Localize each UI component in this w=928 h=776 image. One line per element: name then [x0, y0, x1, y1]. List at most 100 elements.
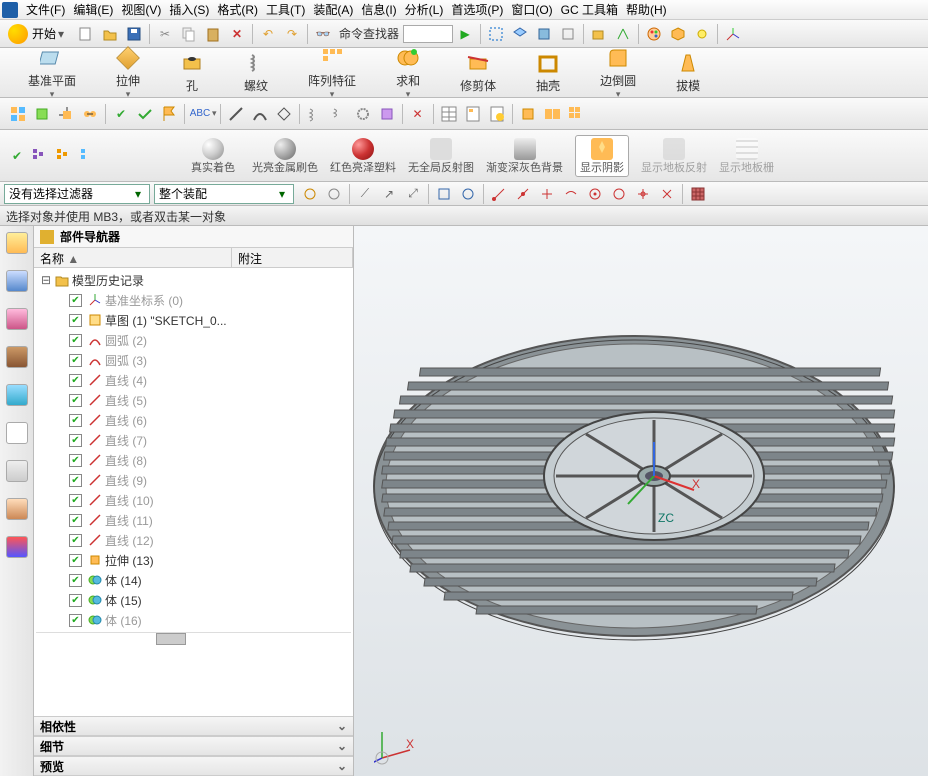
side-tab-8[interactable]	[6, 498, 28, 520]
menu-window[interactable]: 窗口(O)	[507, 0, 556, 20]
checkbox[interactable]: ✔	[69, 614, 82, 627]
component-button[interactable]	[31, 103, 53, 125]
checkbox[interactable]: ✔	[69, 294, 82, 307]
material-button[interactable]	[667, 23, 689, 45]
col-name[interactable]: 名称 ▲	[34, 248, 232, 267]
checkbox[interactable]: ✔	[69, 554, 82, 567]
checkbox[interactable]: ✔	[69, 534, 82, 547]
palette-button[interactable]	[643, 23, 665, 45]
binoculars-icon[interactable]: 👓	[312, 23, 334, 45]
snap-rect-button[interactable]	[433, 183, 455, 205]
filter-combo[interactable]: 没有选择过滤器▾	[4, 184, 150, 204]
check-icon[interactable]: ✔	[7, 145, 27, 167]
tree-item[interactable]: ✔直线 (11)	[36, 510, 351, 530]
assembly-button[interactable]	[7, 103, 29, 125]
menu-analysis[interactable]: 分析(L)	[401, 0, 448, 20]
tree-item[interactable]: ✔拉伸 (13)	[36, 550, 351, 570]
menu-format[interactable]: 格式(R)	[213, 0, 262, 20]
section-details[interactable]: 细节⌄	[34, 736, 353, 756]
view-orient-button[interactable]	[509, 23, 531, 45]
tree-root[interactable]: ⊟ 模型历史记录	[36, 270, 351, 290]
menu-tools[interactable]: 工具(T)	[262, 0, 309, 20]
spring-button[interactable]	[304, 103, 326, 125]
sketch-tool-3[interactable]	[273, 103, 295, 125]
wireframe-button[interactable]	[557, 23, 579, 45]
checkbox[interactable]: ✔	[69, 434, 82, 447]
checkbox[interactable]: ✔	[69, 314, 82, 327]
grid-button[interactable]	[687, 183, 709, 205]
checkbox[interactable]: ✔	[69, 574, 82, 587]
render-style-button[interactable]	[533, 23, 555, 45]
tree-item[interactable]: ✔直线 (4)	[36, 370, 351, 390]
menu-gc[interactable]: GC 工具箱	[557, 0, 622, 20]
filter-tool-3[interactable]: ⟋	[354, 183, 376, 205]
tree-icon-3[interactable]	[77, 145, 99, 167]
datum-plane-button[interactable]: 基准平面▾	[28, 46, 76, 100]
checkbox[interactable]: ✔	[69, 394, 82, 407]
body-button-3[interactable]	[565, 103, 587, 125]
checkbox[interactable]: ✔	[69, 474, 82, 487]
side-tab-5[interactable]	[6, 384, 28, 406]
pin-icon[interactable]	[40, 230, 54, 244]
spring-button-2[interactable]	[328, 103, 350, 125]
tree-item[interactable]: ✔直线 (8)	[36, 450, 351, 470]
draft-button[interactable]: 拔模	[676, 51, 700, 94]
shape-button[interactable]	[376, 103, 398, 125]
tree-item[interactable]: ✔圆弧 (3)	[36, 350, 351, 370]
side-tab-3[interactable]	[6, 308, 28, 330]
snap-near-button[interactable]	[656, 183, 678, 205]
snap-tangent-button[interactable]	[608, 183, 630, 205]
report-button-2[interactable]	[486, 103, 508, 125]
move-component-button[interactable]	[55, 103, 77, 125]
open-button[interactable]	[99, 23, 121, 45]
no-reflection-button[interactable]: 无全局反射图	[408, 138, 474, 174]
unite-button[interactable]: 求和▾	[396, 46, 420, 100]
checkbox[interactable]: ✔	[69, 334, 82, 347]
floor-reflection-button[interactable]: 显示地板反射	[641, 138, 707, 174]
floor-grid-button[interactable]: 显示地板栅	[719, 138, 774, 174]
menu-assembly[interactable]: 装配(A)	[309, 0, 357, 20]
delete-feature-button[interactable]: ✕	[407, 103, 429, 125]
check-button-2[interactable]	[134, 103, 156, 125]
tree-item[interactable]: ✔基准坐标系 (0)	[36, 290, 351, 310]
menu-info[interactable]: 信息(I)	[357, 0, 400, 20]
layer-button[interactable]	[588, 23, 610, 45]
snap-circle-button[interactable]	[457, 183, 479, 205]
side-tab-7[interactable]	[6, 460, 28, 482]
abc-button[interactable]: ABC	[189, 103, 211, 125]
snap-end-button[interactable]	[488, 183, 510, 205]
trim-button[interactable]: 修剪体	[460, 51, 496, 94]
tree-icon-1[interactable]	[29, 145, 51, 167]
filter-tool-4[interactable]: ↗	[378, 183, 400, 205]
side-tab-6[interactable]	[6, 422, 28, 444]
menu-edit[interactable]: 编辑(E)	[69, 0, 117, 20]
checkbox[interactable]: ✔	[69, 354, 82, 367]
snap-quad-button[interactable]	[584, 183, 606, 205]
side-tab-2[interactable]	[6, 270, 28, 292]
filter-tool-1[interactable]	[299, 183, 321, 205]
paste-button[interactable]	[202, 23, 224, 45]
body-button-1[interactable]	[517, 103, 539, 125]
tree-item[interactable]: ✔直线 (10)	[36, 490, 351, 510]
tree-item[interactable]: ✔直线 (12)	[36, 530, 351, 550]
show-shadow-button[interactable]: 显示阴影	[575, 135, 629, 177]
pattern-button[interactable]: 阵列特征▾	[308, 46, 356, 100]
side-tab-4[interactable]	[6, 346, 28, 368]
side-tab-9[interactable]	[6, 536, 28, 558]
menu-insert[interactable]: 插入(S)	[165, 0, 213, 20]
body-button-2[interactable]	[541, 103, 563, 125]
check-green-button[interactable]: ✔	[110, 103, 132, 125]
flag-button[interactable]	[158, 103, 180, 125]
col-note[interactable]: 附注	[232, 248, 353, 267]
snap-mid-button[interactable]	[512, 183, 534, 205]
h-scrollbar-thumb[interactable]	[156, 633, 186, 645]
save-button[interactable]	[123, 23, 145, 45]
menu-help[interactable]: 帮助(H)	[622, 0, 671, 20]
menu-view[interactable]: 视图(V)	[117, 0, 165, 20]
tree-item[interactable]: ✔圆弧 (2)	[36, 330, 351, 350]
collapse-icon[interactable]: ⊟	[40, 273, 52, 287]
edge-blend-button[interactable]: 边倒圆▾	[600, 46, 636, 100]
tree-icon-2[interactable]	[53, 145, 75, 167]
tree-item[interactable]: ✔直线 (5)	[36, 390, 351, 410]
finder-input[interactable]	[403, 25, 453, 43]
